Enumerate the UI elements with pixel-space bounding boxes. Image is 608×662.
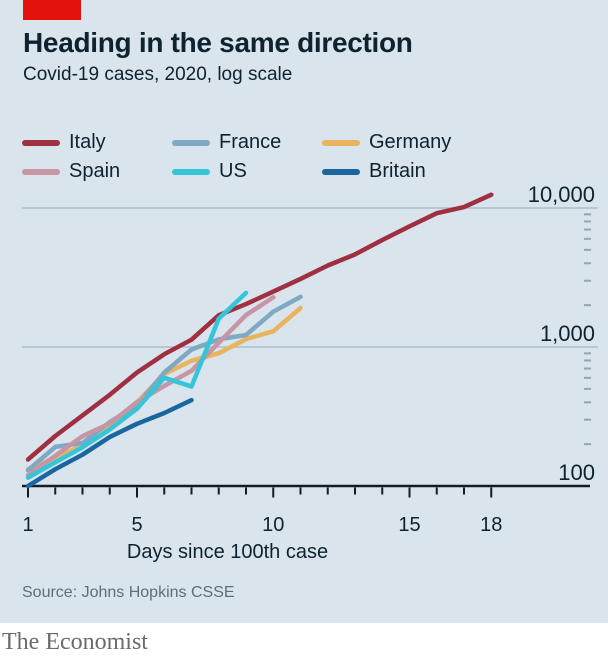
x-axis-title: Days since 100th case — [126, 541, 329, 563]
legend-label-germany: Germany — [369, 131, 452, 153]
legend-label-france: France — [219, 131, 282, 153]
legend-swatch-italy — [22, 139, 60, 146]
x-tick-label-10: 10 — [262, 514, 284, 536]
chart-card: Heading in the same direction Covid-19 c… — [0, 0, 608, 623]
legend-label-italy: Italy — [69, 131, 106, 153]
legend-swatch-france — [172, 139, 210, 146]
source-note: Source: Johns Hopkins CSSE — [22, 584, 235, 601]
legend-swatch-us — [172, 168, 210, 175]
legend-swatch-germany — [322, 139, 360, 146]
x-tick-label-5: 5 — [131, 514, 142, 536]
economist-red-tab — [23, 0, 81, 20]
y-tick-label-10,000: 10,000 — [528, 182, 595, 207]
x-tick-label-15: 15 — [398, 514, 420, 536]
legend: Italy Spain France US Germany Britain — [22, 128, 492, 186]
chart-title: Heading in the same direction — [23, 27, 413, 58]
series-line-us — [25, 290, 249, 480]
series-line-britain — [25, 397, 194, 489]
series-line-italy — [25, 192, 494, 462]
y-tick-label-100: 100 — [558, 460, 595, 485]
legend-item-spain: Spain — [22, 160, 172, 183]
chart-subtitle: Covid-19 cases, 2020, log scale — [23, 64, 293, 85]
legend-swatch-britain — [322, 168, 360, 175]
legend-item-france: France — [172, 131, 322, 154]
x-tick-label-1: 1 — [22, 514, 33, 536]
legend-item-britain: Britain — [322, 160, 492, 183]
legend-label-britain: Britain — [369, 160, 426, 182]
legend-item-us: US — [172, 160, 322, 183]
economist-wordmark: The Economist — [2, 629, 148, 655]
legend-item-germany: Germany — [322, 131, 492, 154]
legend-label-us: US — [219, 160, 247, 182]
legend-label-spain: Spain — [69, 160, 121, 182]
x-tick-label-18: 18 — [480, 514, 502, 536]
legend-item-italy: Italy — [22, 131, 172, 154]
legend-swatch-spain — [22, 168, 60, 175]
y-tick-label-1,000: 1,000 — [540, 321, 595, 346]
